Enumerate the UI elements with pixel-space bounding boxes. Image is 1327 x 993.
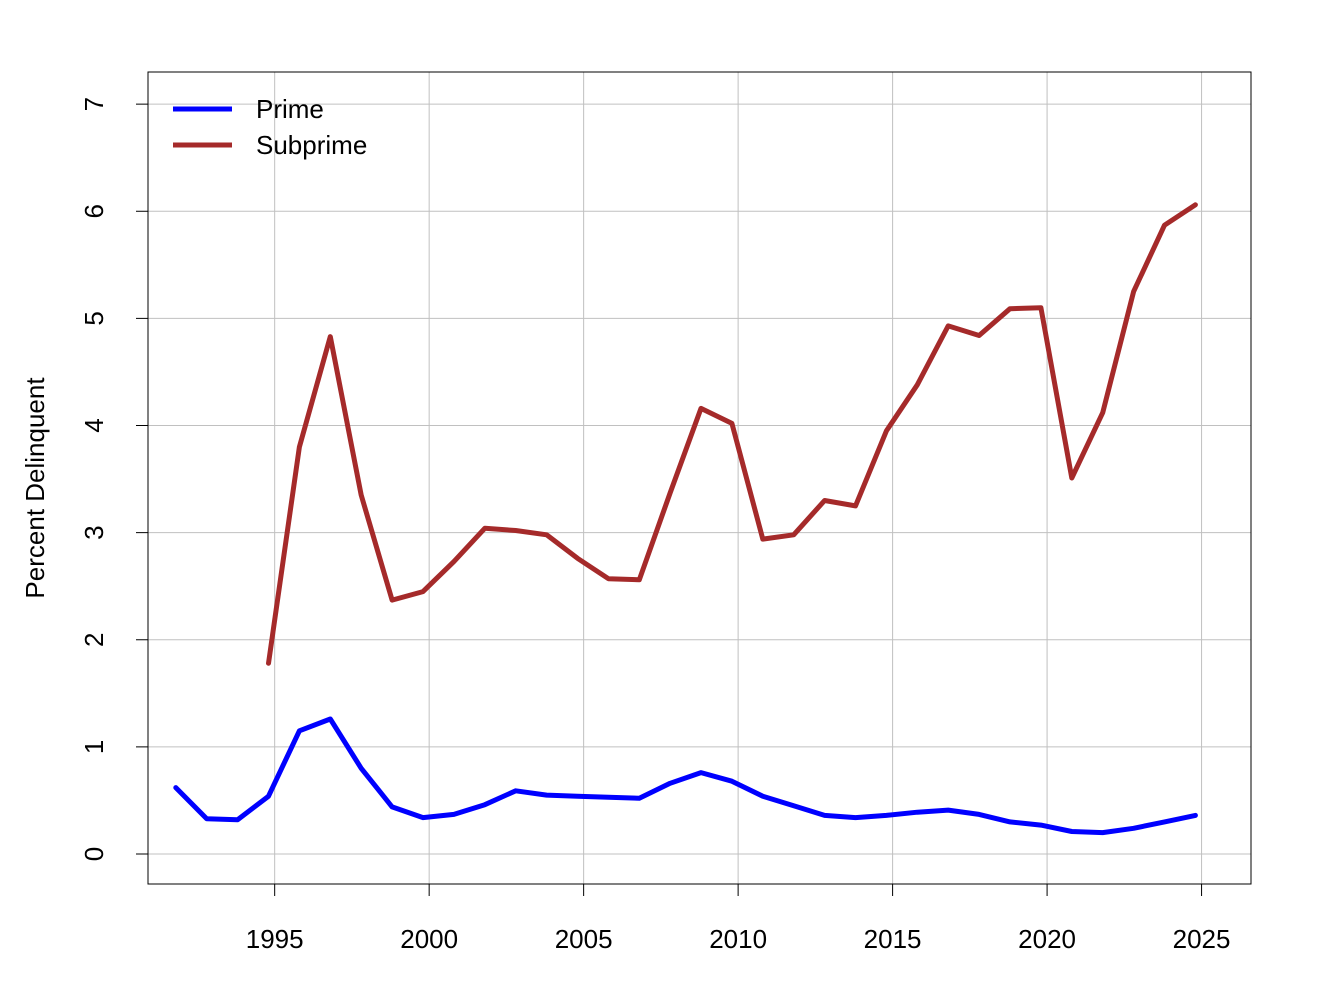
plot-area-border [147,71,1252,885]
y-tick-label: 7 [79,97,109,111]
x-axis: 1995 2000 2005 2010 2015 2020 2025 [246,883,1231,954]
legend: Prime Subprime [173,94,367,160]
y-tick-label: 6 [79,204,109,218]
y-tick-label: 5 [79,311,109,325]
y-axis-title: Percent Delinquent [20,377,50,599]
legend-label-subprime: Subprime [256,130,367,160]
grid [148,72,1251,884]
y-tick-label: 4 [79,418,109,432]
legend-label-prime: Prime [256,94,324,124]
x-tick-label: 2020 [1018,924,1076,954]
y-tick-label: 2 [79,633,109,647]
x-tick-label: 1995 [246,924,304,954]
x-tick-label: 2015 [864,924,922,954]
series-line-prime [173,716,1198,836]
series-line-subprime [266,202,1198,666]
y-tick-label: 0 [79,847,109,861]
y-tick-label: 3 [79,525,109,539]
x-tick-label: 2000 [400,924,458,954]
series-lines [173,202,1198,836]
x-tick-label: 2005 [555,924,613,954]
y-axis: 0 1 2 3 4 5 6 7 [79,97,149,861]
x-tick-label: 2025 [1173,924,1231,954]
x-tick-label: 2010 [709,924,767,954]
y-tick-label: 1 [79,740,109,754]
